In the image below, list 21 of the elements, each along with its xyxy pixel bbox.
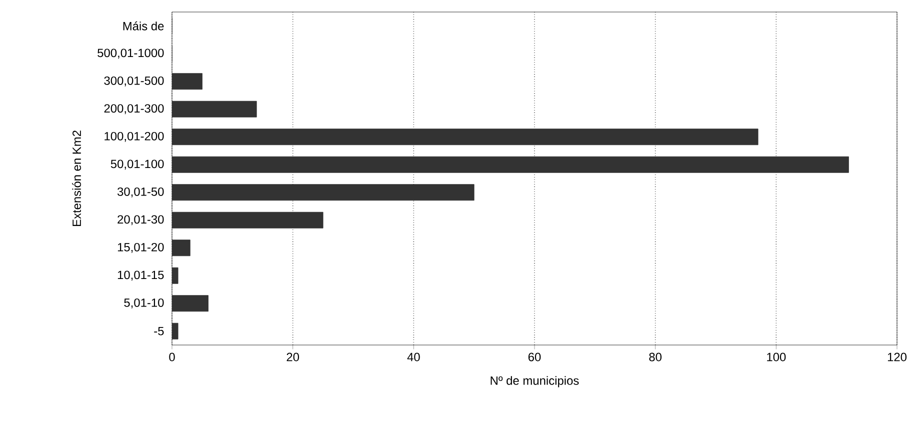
x-tick-label: 60 <box>528 352 541 362</box>
x-tick-label: 0 <box>169 352 175 362</box>
y-tick-label: 500,01-1000 <box>98 48 164 59</box>
y-tick-label: 10,01-15 <box>118 270 164 281</box>
y-tick-label: 5,01-10 <box>124 298 164 308</box>
y-tick-label: Máis de <box>123 21 164 30</box>
y-tick-label: 50,01-100 <box>110 160 164 170</box>
x-tick-label: 100 <box>767 352 786 362</box>
x-tick-label: 120 <box>888 352 907 362</box>
y-tick-label: 100,01-200 <box>104 132 164 142</box>
y-tick-label: -5 <box>154 326 164 336</box>
y-axis-title: Extensión en Km2 <box>72 130 81 226</box>
x-tick-label: 80 <box>649 352 662 362</box>
x-axis-title: Nº de municipios <box>490 376 579 388</box>
y-tick-label: 30,01-50 <box>117 187 164 198</box>
y-tick-label: 20,01-30 <box>118 215 164 226</box>
x-tick-label: 20 <box>286 352 300 362</box>
x-tick-label: 40 <box>407 352 420 362</box>
y-tick-label: 300,01-500 <box>104 76 164 86</box>
y-tick-label: 15,01-20 <box>118 242 164 253</box>
y-tick-label: 200,01-300 <box>104 104 164 114</box>
